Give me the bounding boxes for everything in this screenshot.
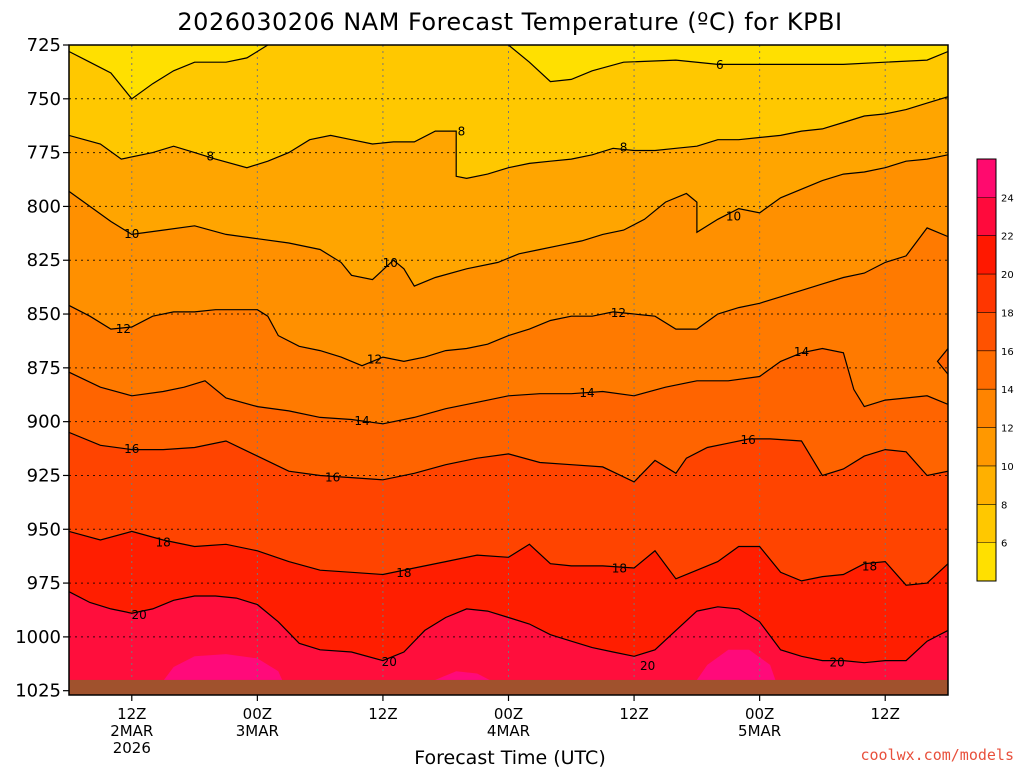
contour-label: 14 <box>579 386 594 400</box>
colorbar-label: 12 <box>1001 424 1014 435</box>
contour-label: 16 <box>740 433 755 447</box>
contour-label: 10 <box>124 227 139 241</box>
colorbar-segment <box>977 465 996 505</box>
colorbar-label: 8 <box>1001 500 1007 511</box>
contour-label: 6 <box>716 58 724 72</box>
contour-label: 18 <box>862 559 877 573</box>
x-tick-label: 00Z <box>243 705 272 723</box>
y-tick-label: 975 <box>27 573 61 594</box>
x-tick-label: 12Z <box>117 705 146 723</box>
y-tick-label: 725 <box>27 35 61 56</box>
colorbar-label: 14 <box>1001 385 1014 396</box>
contour-lines: 6 8 8 8 10 10 10 12 12 12 14 14 14 16 16 16 18 18 18 18 20 20… <box>69 45 948 673</box>
colorbar-label: 16 <box>1001 347 1014 358</box>
contour-label: 18 <box>156 536 171 550</box>
colorbar-label: 10 <box>1001 462 1014 473</box>
colorbar-label: 6 <box>1001 539 1007 550</box>
ground-layer <box>69 679 948 695</box>
x-tick-label: 12Z <box>619 705 648 723</box>
colorbar-segment <box>977 389 996 428</box>
y-tick-label: 850 <box>27 304 61 325</box>
contour-label: 20 <box>382 655 397 669</box>
x-tick-label: 00Z <box>745 705 774 723</box>
ground-surface <box>69 679 948 695</box>
colorbar-segment <box>977 235 996 275</box>
colorbar-segment <box>977 542 996 581</box>
y-tick-label: 775 <box>27 143 61 164</box>
colorbar-segment <box>977 427 996 466</box>
contour-label: 10 <box>383 256 398 270</box>
x-tick-label: 5MAR <box>738 722 781 740</box>
x-tick-label: 12Z <box>368 705 397 723</box>
contour-16 <box>69 431 948 483</box>
contour-label: 20 <box>829 655 844 669</box>
contour-18 <box>69 530 948 586</box>
y-tick-label: 900 <box>27 412 61 433</box>
colorbar-label: 18 <box>1001 308 1014 319</box>
y-tick-label: 800 <box>27 196 61 217</box>
contour-label: 10 <box>726 210 741 224</box>
contour-label: 18 <box>612 562 627 576</box>
credit-link[interactable]: coolwx.com/models <box>860 746 1014 764</box>
contour-label: 8 <box>206 149 214 163</box>
contour-label: 12 <box>367 353 382 367</box>
x-tick-label: 4MAR <box>487 722 530 740</box>
y-axis: 725 750 775 800 825 850 875 900 925 950 975 1000 102… <box>15 35 69 702</box>
y-tick-label: 825 <box>27 250 61 271</box>
colorbar: 6 8 10 12 14 16 18 20 22 24 <box>976 158 1014 582</box>
colorbar-segment <box>977 350 996 390</box>
contour-label: 12 <box>116 322 131 336</box>
grid-lines <box>69 45 948 695</box>
x-axis-label: Forecast Time (UTC) <box>414 747 605 768</box>
y-tick-label: 1025 <box>15 681 61 702</box>
colorbar-segment <box>977 159 996 198</box>
y-tick-label: 950 <box>27 519 61 540</box>
x-tick-label: 3MAR <box>236 722 279 740</box>
colorbar-label: 20 <box>1001 270 1014 281</box>
contour-10 <box>69 154 948 287</box>
y-tick-label: 1000 <box>15 627 61 648</box>
plot-area: 6 8 8 8 10 10 10 12 12 12 14 14 14 16 16 16 18 18 18 18 20 20… <box>69 45 948 695</box>
colorbar-label: 22 <box>1001 232 1014 243</box>
colorbar-segment <box>977 197 996 236</box>
y-tick-label: 925 <box>27 465 61 486</box>
contour-label: 14 <box>354 414 369 428</box>
x-tick-label: 12Z <box>871 705 900 723</box>
contour-20 <box>69 591 948 664</box>
contour-label: 20 <box>131 608 146 622</box>
contour-label: 8 <box>620 141 628 155</box>
chart-title: 2026030206 NAM Forecast Temperature (ºC)… <box>177 8 842 36</box>
contour-label: 8 <box>458 125 466 139</box>
x-tick-label: 2MAR <box>110 722 153 740</box>
y-tick-label: 875 <box>27 358 61 379</box>
contour-label: 12 <box>611 306 626 320</box>
x-tick-label: 00Z <box>494 705 523 723</box>
contour-8 <box>69 96 948 180</box>
colorbar-label: 24 <box>1001 193 1014 204</box>
contour-6 <box>508 45 948 83</box>
contour-label: 14 <box>794 345 809 359</box>
contour-12 <box>69 227 948 367</box>
contour-6 <box>69 45 269 100</box>
x-tick-label: 2026 <box>113 739 151 757</box>
contour-14 <box>69 347 948 425</box>
contour-label: 18 <box>396 566 411 580</box>
y-tick-label: 750 <box>27 89 61 110</box>
colorbar-segment <box>977 504 996 543</box>
colorbar-segment <box>977 274 996 313</box>
contour-label: 16 <box>325 470 340 484</box>
colorbar-frame <box>976 158 997 582</box>
contour-label: 20 <box>640 659 655 673</box>
contour-label: 16 <box>124 442 139 456</box>
colorbar-segment <box>977 312 996 351</box>
